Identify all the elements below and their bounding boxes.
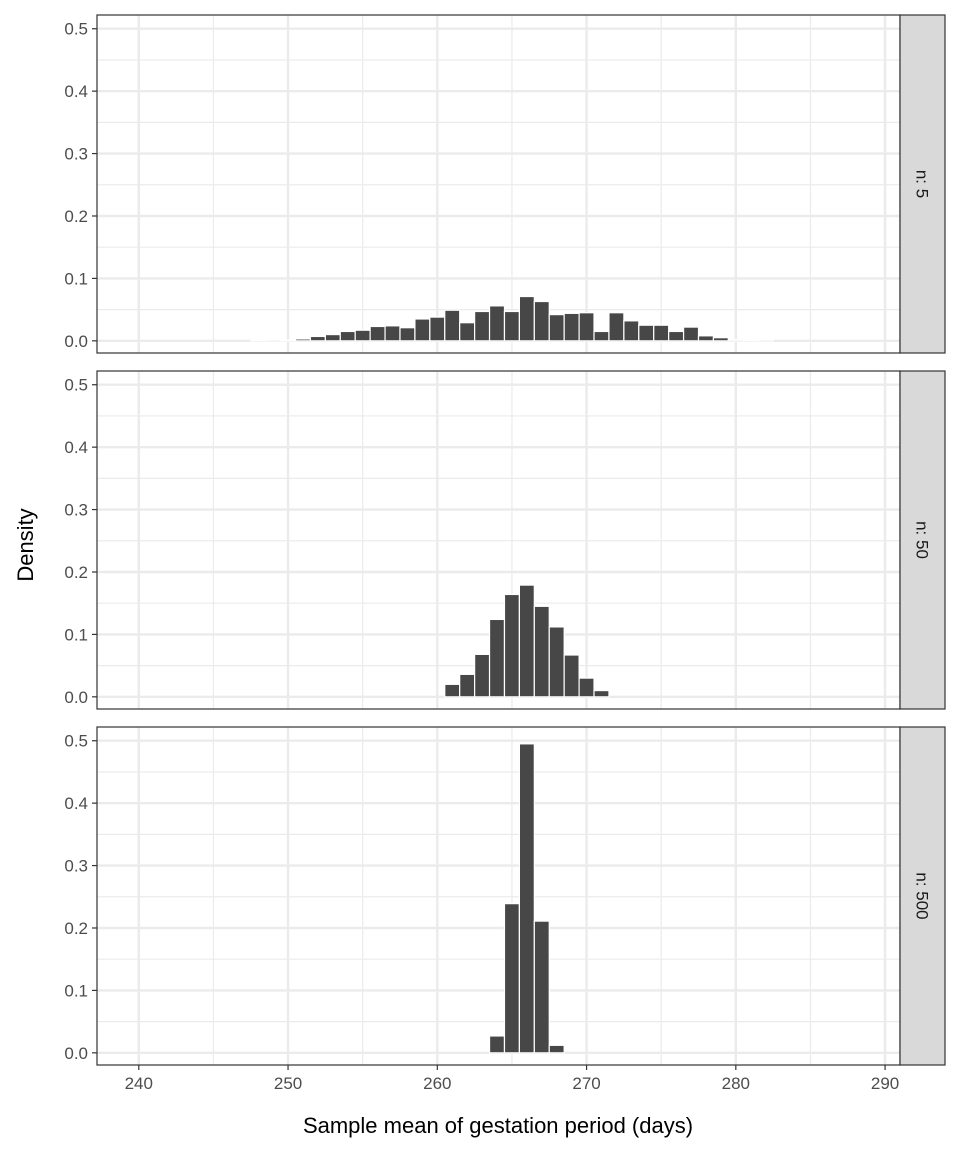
histogram-bar bbox=[712, 337, 729, 342]
x-tick-label: 240 bbox=[125, 1074, 153, 1093]
histogram-bar bbox=[653, 324, 670, 342]
histogram-bar bbox=[309, 335, 326, 342]
histogram-bar bbox=[578, 312, 595, 342]
y-tick-label: 0.4 bbox=[64, 438, 88, 457]
y-tick-label: 0.3 bbox=[64, 501, 88, 520]
histogram-bar bbox=[279, 339, 297, 342]
y-tick-label: 0.0 bbox=[64, 332, 88, 351]
y-axis-label: Density bbox=[13, 508, 38, 581]
histogram-bar bbox=[563, 312, 580, 342]
histogram-bar bbox=[488, 1035, 506, 1054]
panel-background bbox=[97, 727, 900, 1065]
histogram-bar bbox=[339, 330, 356, 342]
y-tick-label: 0.0 bbox=[64, 1044, 88, 1063]
histogram-bar bbox=[697, 335, 715, 342]
y-tick-label: 0.1 bbox=[64, 981, 88, 1000]
histogram-bar bbox=[474, 653, 491, 698]
y-tick-label: 0.3 bbox=[64, 145, 88, 164]
histogram-bar bbox=[578, 677, 595, 698]
histogram-bar bbox=[563, 654, 580, 698]
histogram-bar bbox=[668, 330, 685, 342]
x-tick-label: 270 bbox=[572, 1074, 600, 1093]
histogram-bar bbox=[399, 327, 416, 342]
histogram-bar bbox=[384, 325, 401, 342]
histogram-bar bbox=[488, 305, 506, 342]
y-tick-label: 0.0 bbox=[64, 688, 88, 707]
x-tick-label: 290 bbox=[871, 1074, 899, 1093]
y-tick-label: 0.1 bbox=[64, 625, 88, 644]
histogram-bar bbox=[354, 329, 371, 342]
facet-panel-1: 0.0 0.1 0.2 0.3 0.4 0.5 n: 50 bbox=[64, 370, 946, 710]
histogram-bar bbox=[593, 689, 610, 698]
facet-strip bbox=[899, 14, 946, 354]
y-tick-label: 0.5 bbox=[64, 20, 88, 39]
histogram-bar bbox=[608, 312, 625, 342]
histogram-bar bbox=[294, 338, 312, 342]
y-tick-label: 0.4 bbox=[64, 82, 88, 101]
histogram-bar bbox=[488, 618, 506, 698]
histogram-bar bbox=[548, 626, 565, 698]
facet-strip bbox=[899, 726, 946, 1066]
histogram-bar bbox=[638, 324, 655, 342]
y-tick-label: 0.4 bbox=[64, 794, 88, 813]
histogram-bar bbox=[474, 310, 491, 342]
histogram-bar bbox=[444, 683, 461, 698]
x-axis-label: Sample mean of gestation period (days) bbox=[303, 1113, 693, 1138]
histogram-bar bbox=[369, 325, 386, 342]
histogram-bar bbox=[503, 310, 520, 342]
histogram-bar bbox=[265, 338, 282, 342]
histogram-bar bbox=[518, 295, 535, 342]
y-tick-label: 0.5 bbox=[64, 732, 88, 751]
x-tick-label: 250 bbox=[274, 1074, 302, 1093]
histogram-bar bbox=[623, 320, 640, 342]
y-tick-label: 0.2 bbox=[64, 563, 88, 582]
panel-background bbox=[97, 15, 900, 353]
x-tick-label: 260 bbox=[423, 1074, 451, 1093]
x-tick-label: 280 bbox=[722, 1074, 750, 1093]
y-tick-label: 0.2 bbox=[64, 919, 88, 938]
histogram-bar bbox=[757, 338, 774, 342]
histogram-bar bbox=[742, 339, 759, 342]
facet-strip-label: n: 50 bbox=[913, 521, 932, 559]
histogram-bar bbox=[250, 339, 267, 342]
y-tick-label: 0.3 bbox=[64, 857, 88, 876]
histogram-bar bbox=[503, 593, 520, 698]
histogram-bar bbox=[324, 333, 341, 342]
histogram-bar bbox=[533, 920, 550, 1054]
histogram-bar bbox=[503, 903, 520, 1054]
histogram-bar bbox=[727, 338, 744, 342]
y-tick-label: 0.5 bbox=[64, 376, 88, 395]
histogram-bar bbox=[548, 1044, 565, 1054]
histogram-bar bbox=[593, 330, 610, 342]
histogram-bar bbox=[518, 584, 535, 698]
histogram-bar bbox=[533, 605, 550, 698]
histogram-bar bbox=[533, 300, 550, 342]
histogram-bar bbox=[429, 316, 446, 342]
histogram-bar bbox=[548, 314, 565, 342]
facet-strip bbox=[899, 370, 946, 710]
facet-strip-label: n: 500 bbox=[913, 872, 932, 919]
facet-panel-2: 0.0 0.1 0.2 0.3 0.4 0.5 n: 500 bbox=[64, 726, 946, 1066]
y-tick-label: 0.1 bbox=[64, 269, 88, 288]
histogram-bar bbox=[414, 318, 431, 342]
y-tick-label: 0.2 bbox=[64, 207, 88, 226]
histogram-bar bbox=[444, 309, 461, 342]
histogram-bar bbox=[459, 322, 476, 342]
facet-panel-0: 0.0 0.1 0.2 0.3 0.4 0.5 n: 5 bbox=[64, 14, 946, 354]
histogram-bar bbox=[518, 743, 535, 1054]
histogram-bar bbox=[682, 326, 700, 342]
histogram-bar bbox=[459, 673, 476, 698]
facet-strip-label: n: 5 bbox=[913, 170, 932, 198]
